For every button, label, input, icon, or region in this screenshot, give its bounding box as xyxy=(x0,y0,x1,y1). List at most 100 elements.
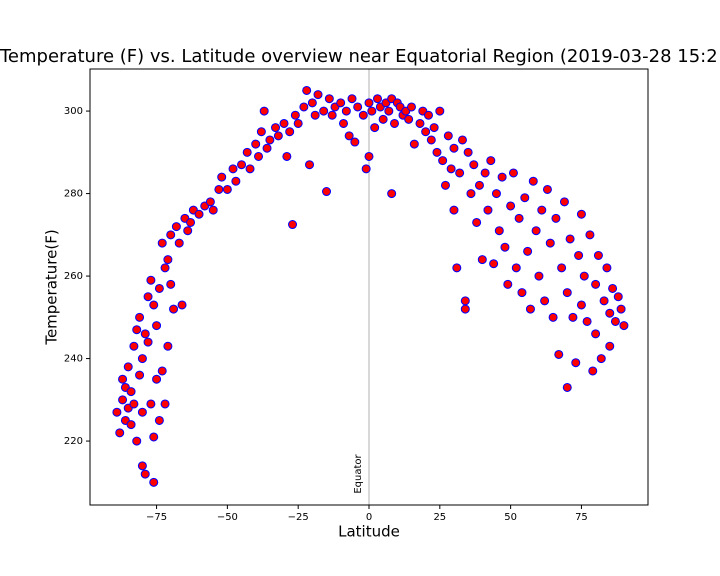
y-axis-label: Temperature(F) xyxy=(43,229,61,345)
scatter-point xyxy=(455,168,465,178)
scatter-point xyxy=(503,279,513,289)
scatter-point xyxy=(115,428,125,438)
scatter-point xyxy=(132,325,142,335)
scatter-point xyxy=(540,296,550,306)
scatter-point xyxy=(477,255,487,265)
scatter-point xyxy=(406,102,416,112)
scatter-point xyxy=(228,164,238,174)
scatter-point xyxy=(271,123,281,133)
scatter-point xyxy=(183,226,193,236)
scatter-point xyxy=(146,399,156,409)
scatter-point xyxy=(154,415,164,425)
scatter-point xyxy=(242,147,252,157)
scatter-point xyxy=(361,164,371,174)
scatter-point xyxy=(146,275,156,285)
scatter-point xyxy=(152,374,162,384)
scatter-point xyxy=(387,189,397,199)
scatter-point xyxy=(404,114,414,124)
scatter-point xyxy=(486,156,496,166)
scatter-point xyxy=(443,131,453,141)
scatter-point xyxy=(372,94,382,104)
y-tick-label: 220 xyxy=(64,436,83,447)
scatter-point xyxy=(389,118,399,128)
scatter-point xyxy=(160,263,170,273)
scatter-point xyxy=(126,387,136,397)
reference-label: Equator xyxy=(353,453,364,493)
scatter-point xyxy=(305,160,315,170)
scatter-point xyxy=(157,366,167,376)
scatter-point xyxy=(599,296,609,306)
scatter-point xyxy=(256,127,266,137)
scatter-point xyxy=(208,205,218,215)
scatter-point xyxy=(370,123,380,133)
scatter-point xyxy=(554,349,564,359)
scatter-point xyxy=(517,288,527,298)
scatter-point xyxy=(163,341,173,351)
scatter-point xyxy=(432,147,442,157)
scatter-point xyxy=(149,432,159,442)
scatter-point xyxy=(497,172,507,182)
scatter-point xyxy=(166,230,176,240)
scatter-point xyxy=(319,106,329,116)
scatter-point xyxy=(384,106,394,116)
scatter-point xyxy=(616,304,626,314)
scatter-point xyxy=(514,213,524,223)
scatter-point xyxy=(440,180,450,190)
scatter-point xyxy=(568,312,578,322)
scatter-point xyxy=(353,102,363,112)
scatter-point xyxy=(132,436,142,446)
scatter-point xyxy=(347,94,357,104)
scatter-point xyxy=(531,226,541,236)
scatter-point xyxy=(302,85,312,95)
scatter-point xyxy=(472,217,482,227)
scatter-point xyxy=(279,118,289,128)
x-axis-label: Latitude xyxy=(338,523,400,541)
scatter-point xyxy=(186,217,196,227)
scatter-point xyxy=(491,189,501,199)
x-tick-label: −75 xyxy=(146,512,167,523)
scatter-point xyxy=(466,189,476,199)
scatter-point xyxy=(140,329,150,339)
scatter-point xyxy=(137,407,147,417)
scatter-point xyxy=(588,366,598,376)
scatter-point xyxy=(166,279,176,289)
scatter-point xyxy=(214,184,224,194)
scatter-point xyxy=(341,106,351,116)
scatter-point xyxy=(299,102,309,112)
scatter-point xyxy=(579,271,589,281)
scatter-point xyxy=(322,187,332,197)
scatter-point xyxy=(307,98,317,108)
scatter-point xyxy=(327,110,337,120)
scatter-point xyxy=(217,172,227,182)
scatter-point xyxy=(545,238,555,248)
y-tick-label: 260 xyxy=(64,271,83,282)
scatter-point xyxy=(582,316,592,326)
scatter-point xyxy=(542,184,552,194)
y-tick-label: 300 xyxy=(64,106,83,117)
scatter-point xyxy=(112,407,122,417)
scatter-point xyxy=(313,90,323,100)
plot-frame xyxy=(89,68,649,506)
scatter-point xyxy=(137,354,147,364)
scatter-point xyxy=(591,279,601,289)
scatter-point xyxy=(364,98,374,108)
scatter-point xyxy=(169,304,179,314)
scatter-point xyxy=(576,209,586,219)
scatter-point xyxy=(177,300,187,310)
scatter-point xyxy=(135,370,145,380)
scatter-point xyxy=(143,292,153,302)
scatter-point xyxy=(160,399,170,409)
scatter-point xyxy=(562,288,572,298)
scatter-point xyxy=(273,131,283,141)
scatter-point xyxy=(593,250,603,260)
scatter-point xyxy=(591,329,601,339)
scatter-point xyxy=(571,358,581,368)
scatter-point xyxy=(452,263,462,273)
scatter-point xyxy=(619,321,629,331)
scatter-point xyxy=(118,395,128,405)
scatter-point xyxy=(194,209,204,219)
scatter-point xyxy=(137,461,147,471)
scatter-point xyxy=(429,123,439,133)
scatter-point xyxy=(457,135,467,145)
scatter-point xyxy=(237,160,247,170)
